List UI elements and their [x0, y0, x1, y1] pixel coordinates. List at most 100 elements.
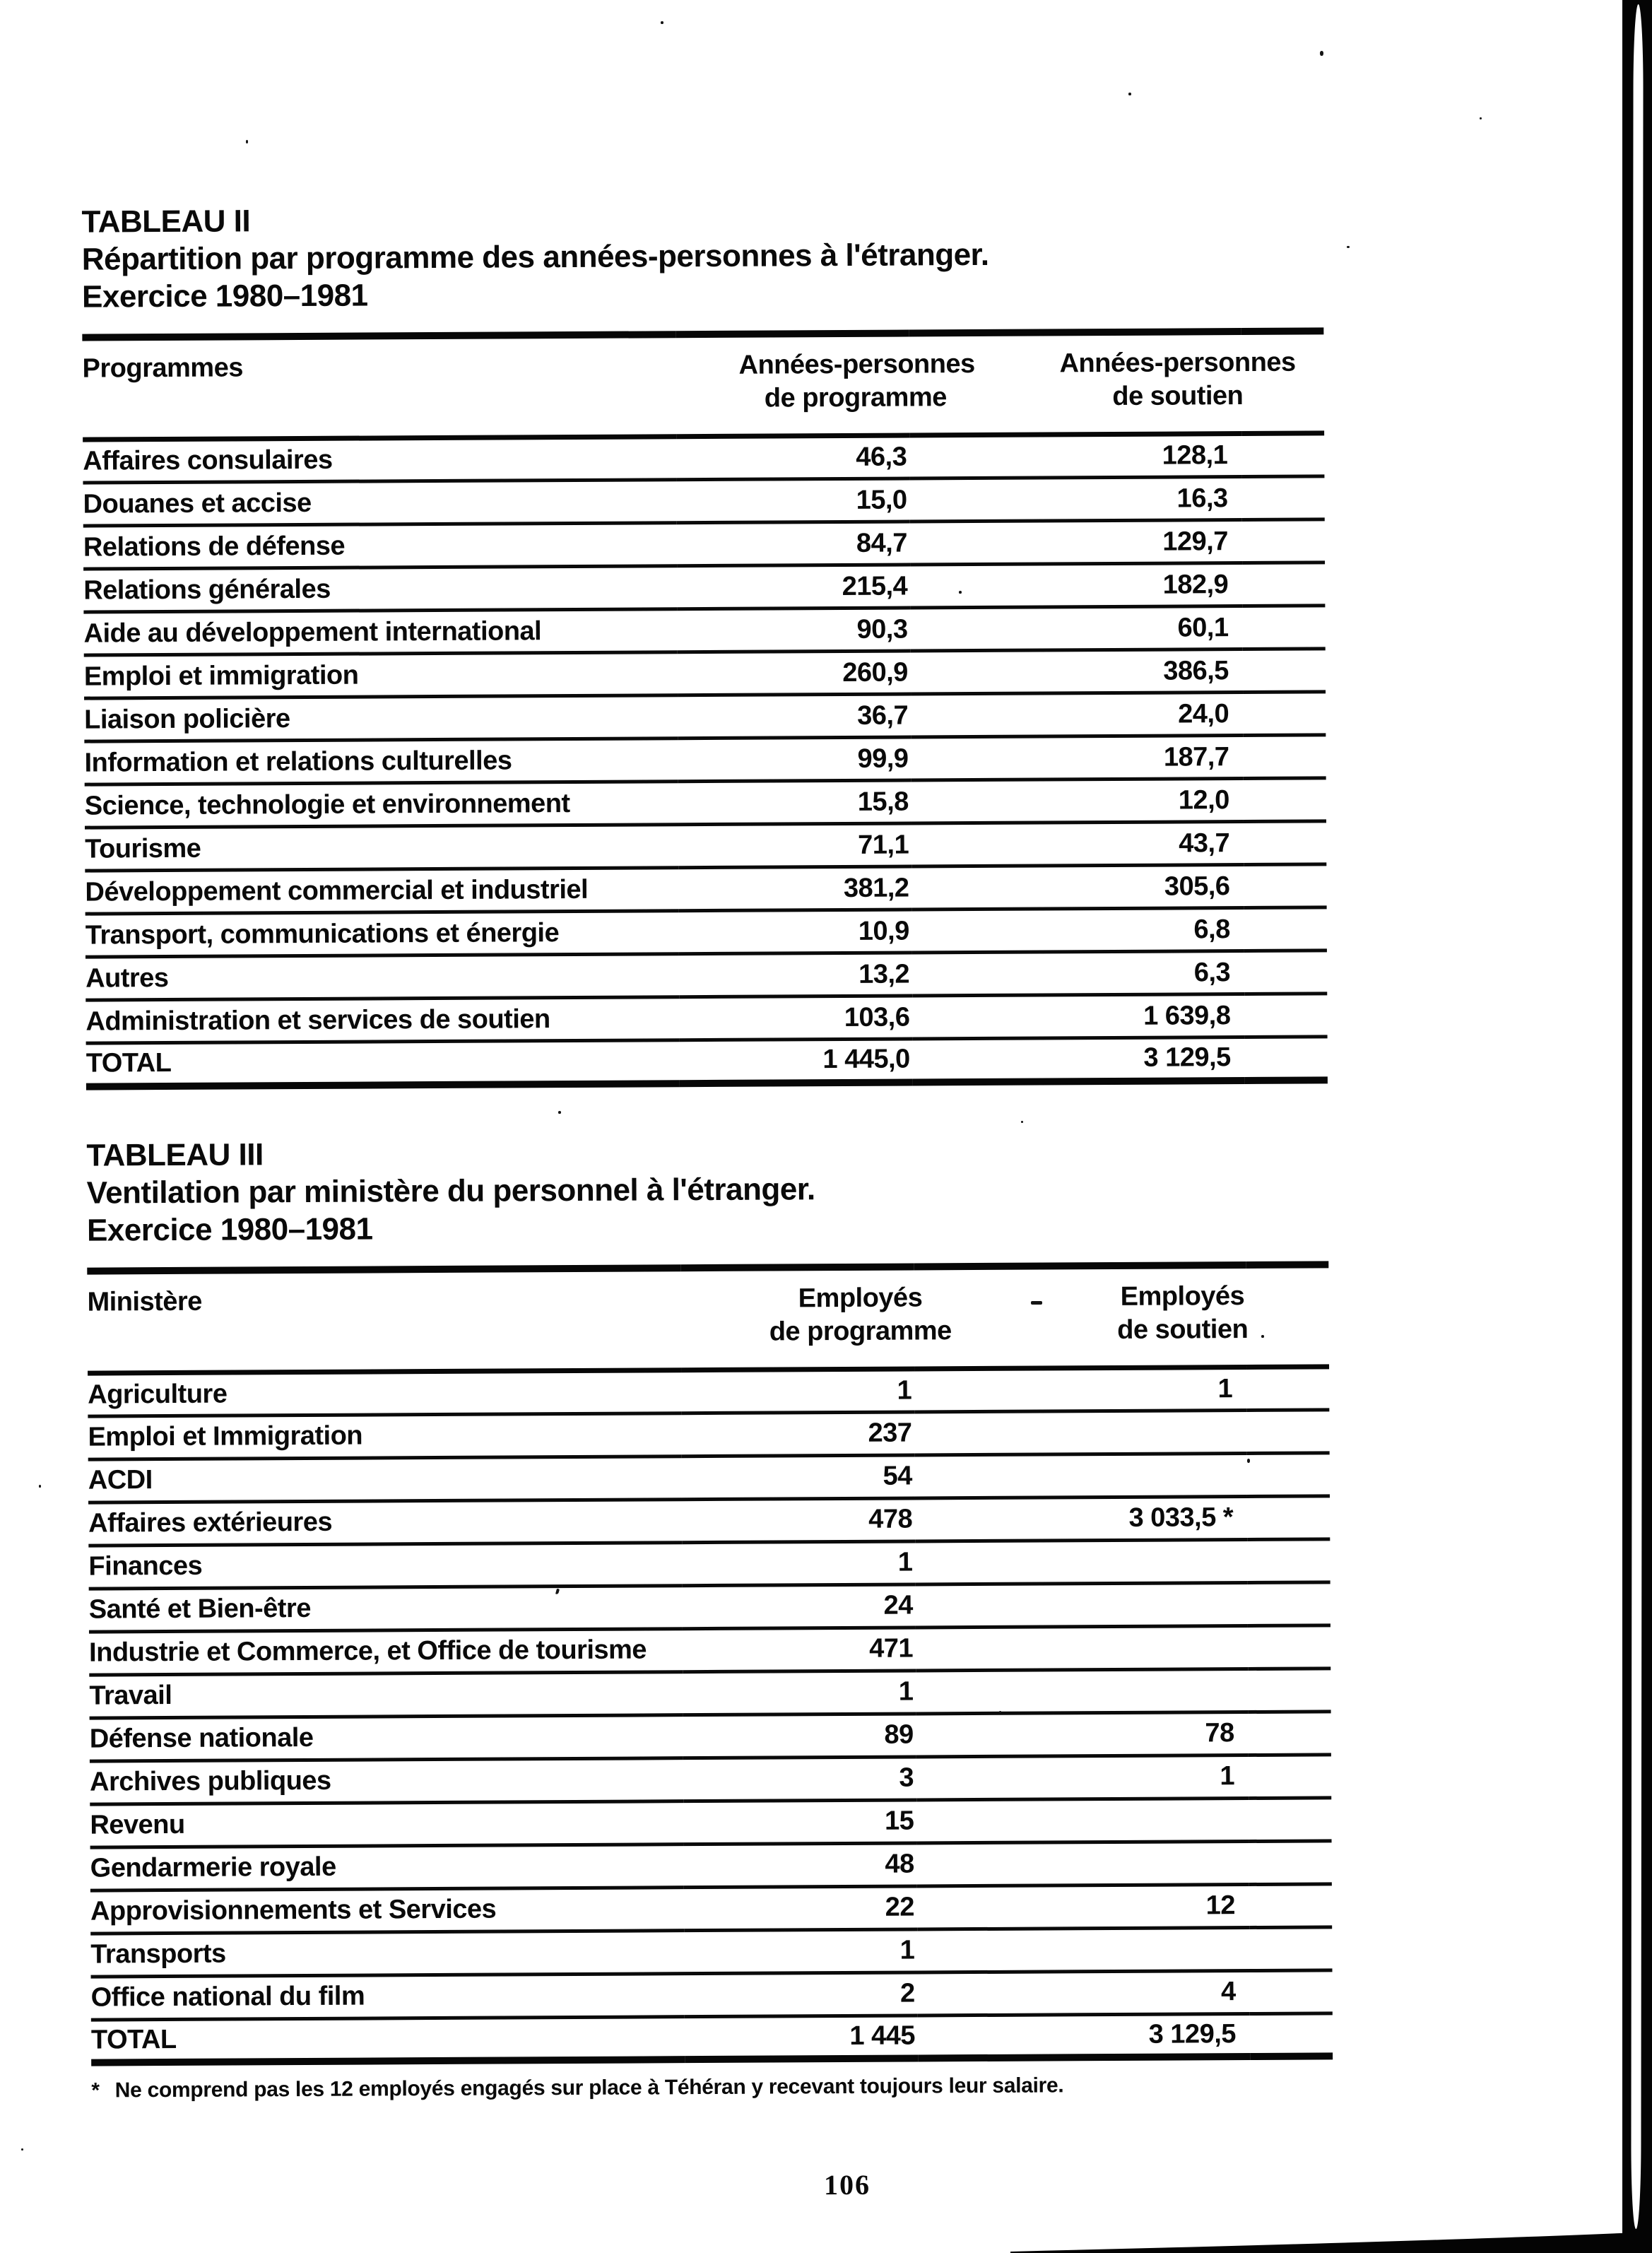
cell-soutien: 1 [914, 1367, 1247, 1412]
row-label: Santé et Bien-être [88, 1585, 683, 1632]
table-row: Transport, communications et énergie 10,9… [85, 907, 1327, 958]
cell-soutien: 60,1 [910, 606, 1243, 651]
cell-programme: 84,7 [676, 521, 911, 566]
footnote-text: Ne comprend pas les 12 employés engagés … [114, 2073, 1064, 2102]
scan-speck [1347, 246, 1350, 248]
cell-soutien [915, 1625, 1249, 1671]
cell-soutien: 129,7 [909, 519, 1243, 565]
scan-speck [1031, 1301, 1042, 1305]
cell-programme: 36,7 [678, 693, 911, 739]
tableau-3-title: Ventilation par ministère du personnel à… [86, 1171, 815, 1211]
row-label: Revenu [90, 1801, 684, 1847]
tableau-2-title-block: TABLEAU II Répartition par programme des… [81, 196, 1323, 315]
cell-programme: 90,3 [677, 607, 911, 652]
cell-programme: 1 [682, 1541, 916, 1586]
row-label: ACDI [88, 1456, 682, 1502]
row-label: Science, technologie et environnement [84, 781, 678, 828]
page-content: TABLEAU II Répartition par programme des… [81, 196, 1333, 2201]
cell-soutien: 4 [917, 1970, 1250, 2016]
scan-speck [558, 1111, 561, 1114]
total-programme: 1 445,0 [679, 1038, 913, 1083]
cell-soutien: 1 639,8 [912, 994, 1245, 1039]
table-row: Finances 1 [88, 1539, 1331, 1589]
table-row: Défense nationale 89 78 [89, 1711, 1331, 1761]
table-row: Aide au développement international 90,3 6… [83, 605, 1326, 656]
table-row: Approvisionnements et Services 22 12 [90, 1883, 1333, 1934]
scan-speck [999, 1711, 1001, 1713]
row-label: Relations générales [83, 565, 678, 613]
cell-soutien: 6,3 [911, 951, 1245, 996]
table-row: Industrie et Commerce, et Office de tour… [88, 1625, 1331, 1675]
cell-soutien: 16,3 [909, 476, 1242, 522]
table-row: Développement commercial et industriel 38… [85, 864, 1327, 914]
row-label: Autres [85, 953, 680, 1001]
cell-programme: 215,4 [677, 564, 911, 609]
table-row: Douanes et accise 15,0 16,3 [83, 476, 1325, 527]
cell-soutien: 1 [916, 1754, 1249, 1800]
row-label: Transports [90, 1930, 685, 1977]
cell-programme: 381,2 [678, 866, 912, 911]
total-label: TOTAL [85, 1040, 680, 1087]
table-row: Gendarmerie royale 48 [90, 1840, 1332, 1890]
cell-soutien [915, 1539, 1248, 1584]
scan-speck [1021, 1121, 1023, 1123]
table-row: Office national du film 2 4 [90, 1970, 1333, 2020]
scan-binding-bar [1622, 0, 1652, 2253]
table-row: Science, technologie et environnement 15,… [84, 777, 1326, 828]
column-header-employes-programme: Employés de programme [680, 1266, 952, 1370]
cell-programme: 1 [683, 1670, 916, 1715]
table-row: Travail 1 [89, 1668, 1331, 1718]
cell-soutien: 128,1 [909, 433, 1242, 478]
tableau-2-header-row: Programmes Années-personnes de programme… [82, 331, 1325, 440]
column-header-programmes: Programmes [82, 334, 677, 440]
scan-speck [661, 21, 663, 24]
cell-soutien: 187,7 [911, 735, 1244, 780]
row-label: Archives publiques [89, 1758, 684, 1804]
cell-soutien: 43,7 [911, 821, 1244, 866]
tableau-2-subtitle: Exercice 1980–1981 [81, 278, 368, 314]
row-label: Agriculture [88, 1370, 682, 1416]
table-row: Archives publiques 3 1 [89, 1754, 1332, 1804]
row-label: Industrie et Commerce, et Office de tour… [88, 1628, 683, 1675]
cell-programme: 15 [683, 1799, 917, 1845]
tableau-3-kicker: TABLEAU III [86, 1136, 264, 1173]
cell-soutien: 24,0 [911, 692, 1244, 737]
cell-soutien [914, 1410, 1247, 1455]
cell-programme: 471 [682, 1627, 916, 1672]
table-row: Affaires consulaires 46,3 128,1 [83, 433, 1325, 483]
row-label: Aide au développement international [83, 608, 678, 656]
cell-programme: 54 [681, 1454, 915, 1500]
scan-speck [21, 2148, 23, 2151]
row-label: Finances [88, 1542, 683, 1589]
cell-programme: 237 [681, 1411, 915, 1457]
tableau-3-title-block: TABLEAU III Ventilation par ministère du… [86, 1130, 1328, 1249]
scan-speck [959, 591, 962, 594]
cell-soutien: 78 [916, 1711, 1249, 1757]
row-label: Affaires consulaires [83, 436, 677, 483]
row-label: Approvisionnements et Services [90, 1887, 685, 1934]
table-row: Emploi et immigration 260,9 386,5 [83, 648, 1326, 699]
table-row: Relations de défense 84,7 129,7 [83, 519, 1326, 570]
cell-soutien [917, 1926, 1250, 1972]
tableau-3-section: TABLEAU III Ventilation par ministère du… [86, 1130, 1333, 2103]
cell-soutien: 12 [916, 1883, 1250, 1929]
row-label: Relations de défense [83, 522, 678, 570]
cell-soutien [916, 1668, 1249, 1714]
row-label: Tourisme [85, 824, 679, 871]
row-label: Administration et services de soutien [85, 996, 680, 1044]
row-label: Développement commercial et industriel [85, 867, 679, 914]
cell-programme: 13,2 [678, 952, 913, 997]
row-label: Emploi et immigration [83, 652, 678, 699]
table-row: Transports 1 [90, 1926, 1333, 1977]
cell-programme: 478 [681, 1498, 916, 1543]
cell-programme: 103,6 [679, 995, 913, 1040]
table-row: Liaison policière 36,7 24,0 [84, 691, 1326, 742]
footnote-marker: * [91, 2078, 100, 2102]
cell-soutien [915, 1582, 1248, 1628]
cell-programme: 3 [683, 1756, 917, 1801]
table-row: Tourisme 71,1 43,7 [85, 820, 1327, 871]
row-label: Gendarmerie royale [90, 1844, 684, 1890]
table-row: Information et relations culturelles 99,9… [84, 734, 1326, 785]
footnote: * Ne comprend pas les 12 employés engagés… [91, 2072, 1333, 2102]
